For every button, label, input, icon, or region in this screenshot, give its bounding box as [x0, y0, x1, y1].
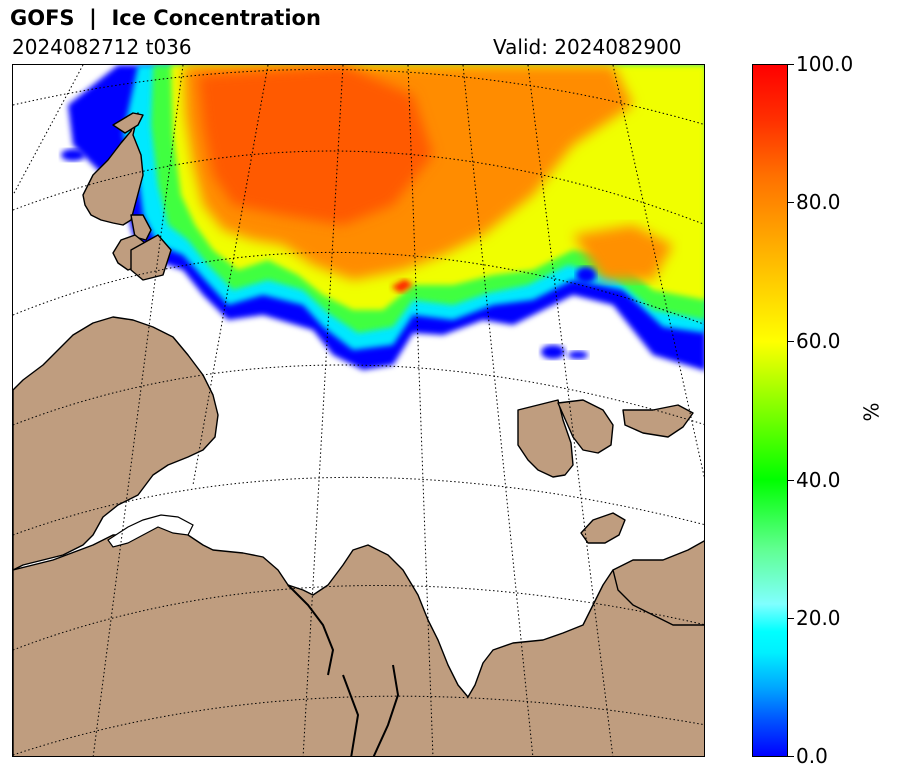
colorbar	[752, 64, 788, 757]
colorbar-tick-label: 60.0	[796, 329, 841, 353]
ice-floe-2	[568, 351, 588, 359]
land-svalbard-north	[112, 112, 144, 134]
colorbar-tick	[788, 202, 794, 203]
white-sea	[107, 514, 194, 548]
meridian-6	[462, 65, 534, 756]
land-edgeoya	[130, 234, 172, 281]
land-scandinavia	[13, 316, 219, 571]
colorbar-tick	[788, 341, 794, 342]
colorbar-tick	[788, 756, 794, 757]
river-pechora	[287, 584, 335, 676]
ice-floe-4	[61, 149, 85, 161]
colorbar-unit-label: %	[859, 402, 884, 422]
ice-concentration-map[interactable]	[12, 64, 705, 757]
land-island-small-1	[580, 512, 626, 544]
meridian-3	[192, 65, 269, 486]
river-ob	[372, 664, 400, 756]
parallel-3	[13, 251, 704, 325]
colorbar-tick-label: 0.0	[796, 744, 828, 768]
ice-floe-1	[541, 345, 565, 359]
colorbar-tick-label: 80.0	[796, 190, 841, 214]
land-severnaya-zemlya	[622, 404, 694, 438]
map-title: GOFS | Ice Concentration	[10, 6, 321, 30]
land-novaya-zemlya-east	[557, 399, 614, 454]
model-run-label: 2024082712 t036	[12, 35, 192, 59]
meridian-1	[13, 65, 84, 196]
parallel-2	[13, 150, 704, 225]
ice-hole-blue	[576, 267, 596, 283]
colorbar-tick-label: 20.0	[796, 606, 841, 630]
land-svalbard-main	[82, 112, 144, 226]
parallel-1	[13, 68, 704, 125]
colorbar-tick	[788, 64, 794, 65]
land	[13, 112, 704, 756]
map-canvas	[13, 65, 704, 756]
valid-time-label: Valid: 2024082900	[493, 35, 682, 59]
parallel-6	[13, 584, 704, 651]
land-novaya-zemlya-north	[517, 399, 574, 478]
graticule	[13, 65, 704, 756]
land-svalbard-east	[130, 214, 152, 241]
land-taimyr	[612, 540, 704, 626]
colorbar-tick-label: 100.0	[796, 52, 854, 76]
ice-patch-red-small	[391, 279, 413, 293]
colorbar-tick	[788, 618, 794, 619]
land-russia-mainland	[13, 519, 704, 756]
ice-core-red	[198, 65, 433, 225]
meridian-7	[527, 65, 614, 756]
meridian-2	[92, 65, 184, 756]
sea-ice-field	[61, 65, 704, 371]
river-yenisei	[342, 674, 360, 756]
rivers	[287, 584, 400, 756]
colorbar-tick-label: 40.0	[796, 468, 841, 492]
colorbar-tick	[788, 480, 794, 481]
ice-patch-orange-east	[573, 225, 673, 280]
parallel-7	[13, 695, 704, 756]
